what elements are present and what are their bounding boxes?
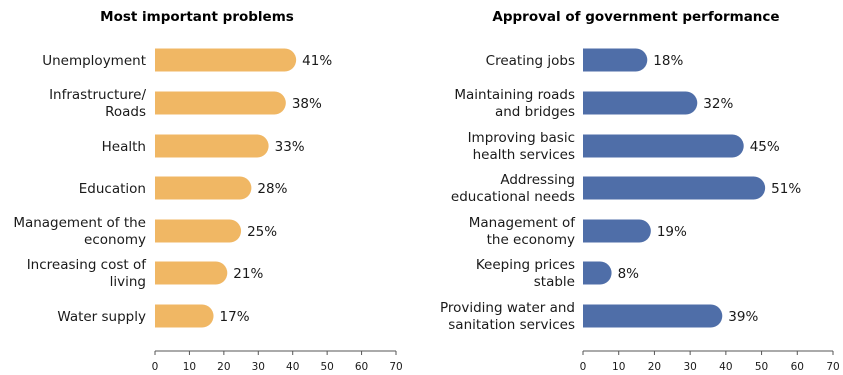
category-label: Unemployment — [42, 53, 146, 69]
bar — [583, 48, 648, 72]
bar-base — [583, 91, 595, 115]
x-tick-label: 50 — [755, 361, 768, 373]
bar — [583, 219, 651, 243]
bar-base — [583, 261, 595, 285]
category-label: Health — [102, 139, 146, 155]
category-label: Management of the economy — [13, 215, 146, 248]
data-label: 21% — [233, 266, 263, 282]
category-label: Infrastructure/Roads — [49, 87, 146, 120]
category-label: Creating jobs — [486, 53, 575, 69]
bar — [155, 219, 242, 243]
category-label: Addressing educational needs — [451, 172, 575, 205]
x-tick-label: 30 — [683, 361, 696, 373]
x-tick-label: 20 — [648, 361, 661, 373]
x-tick-label: 10 — [612, 361, 625, 373]
x-tick-label: 70 — [389, 361, 402, 373]
bar-base — [583, 304, 595, 328]
x-tick-label: 10 — [183, 361, 196, 373]
x-tick-label: 20 — [217, 361, 230, 373]
bar — [583, 134, 744, 158]
bar-base — [583, 48, 595, 72]
x-tick-label: 60 — [355, 361, 368, 373]
bar — [155, 134, 269, 158]
data-label: 28% — [257, 181, 287, 197]
category-label: Providing water and sanitation services — [440, 300, 575, 333]
data-label: 18% — [653, 53, 683, 69]
bar — [155, 261, 228, 285]
category-label: Education — [79, 181, 146, 197]
category-label: Keeping prices stable — [476, 257, 575, 290]
data-label: 17% — [220, 309, 250, 325]
x-tick-label: 40 — [286, 361, 299, 373]
x-tick-label: 40 — [719, 361, 732, 373]
bar-base — [155, 219, 167, 243]
data-label: 41% — [302, 53, 332, 69]
x-tick-label: 30 — [252, 361, 265, 373]
bar-base — [155, 48, 167, 72]
data-label: 32% — [703, 96, 733, 112]
category-label: Management of the economy — [469, 215, 576, 248]
x-tick-label: 60 — [791, 361, 804, 373]
bar-base — [583, 176, 595, 200]
data-label: 25% — [247, 224, 277, 240]
bar — [155, 48, 297, 72]
bar — [583, 304, 723, 328]
bar-base — [155, 91, 167, 115]
category-label: Maintaining roads and bridges — [454, 87, 575, 120]
bar — [155, 91, 286, 115]
data-label: 8% — [618, 266, 640, 282]
data-label: 19% — [657, 224, 687, 240]
data-label: 39% — [728, 309, 758, 325]
category-label: Increasing cost of living — [27, 257, 148, 290]
category-label: Improving basic health services — [468, 130, 575, 163]
x-tick-label: 50 — [320, 361, 333, 373]
data-label: 51% — [771, 181, 801, 197]
bar — [155, 304, 214, 328]
bar-base — [155, 176, 167, 200]
bar-base — [583, 134, 595, 158]
bar-base — [583, 219, 595, 243]
bar-base — [155, 304, 167, 328]
x-tick-label: 0 — [580, 361, 587, 373]
x-tick-label: 0 — [152, 361, 159, 373]
bar — [155, 176, 252, 200]
chart-panel-most-important-problems: Most important problems Unemployment 41% I… — [13, 9, 402, 373]
chart-panel-approval-of-government-performance: Approval of government performance Creat… — [440, 9, 840, 373]
chart-title: Most important problems — [100, 9, 294, 25]
x-tick-label: 70 — [826, 361, 839, 373]
bar — [583, 91, 698, 115]
data-label: 33% — [275, 139, 305, 155]
bar — [583, 176, 766, 200]
data-label: 45% — [750, 139, 780, 155]
bar-base — [155, 134, 167, 158]
data-label: 38% — [292, 96, 322, 112]
category-label: Water supply — [57, 309, 146, 325]
bar-base — [155, 261, 167, 285]
chart-title: Approval of government performance — [492, 9, 779, 25]
